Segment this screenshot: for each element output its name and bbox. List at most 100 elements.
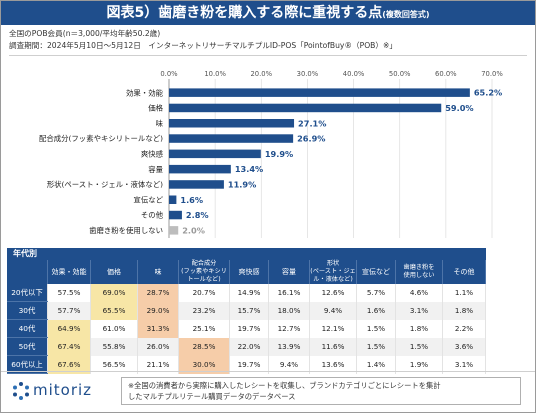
table-cell: 14.9% [229, 284, 269, 302]
table-cell: 9.4% [309, 301, 357, 320]
table-cell: 1.6% [356, 301, 396, 320]
table-header-cell: 効果・効能 [47, 260, 91, 284]
category-label: 効果・効能 [126, 88, 164, 97]
table-cell: 29.0% [137, 301, 179, 320]
data-label: 2.8% [186, 210, 209, 220]
table-cell: 55.8% [90, 337, 138, 356]
table-header-blank [7, 260, 48, 284]
bar [169, 180, 224, 189]
table-header-cell: 容量 [268, 260, 310, 284]
category-label: 歯磨き粉を使用しない [89, 226, 163, 235]
table-cell: 15.7% [229, 301, 269, 320]
footnote-line-2: したマルチプルリテール購買データのデータベース [128, 392, 296, 401]
table-cell: 67.4% [47, 337, 91, 356]
category-label: 容量 [148, 165, 163, 174]
table-cell: 19.7% [229, 319, 269, 338]
table-cell: 1.1% [442, 284, 486, 302]
category-label: 形状(ペースト・ジェル・液体など) [47, 180, 163, 189]
row-label: 30代 [7, 301, 48, 320]
data-label: 27.1% [298, 118, 326, 128]
table-cell: 57.7% [47, 301, 91, 320]
table-cell: 16.1% [268, 284, 310, 302]
survey-period: 調査期間：2024年5月10日～5月12日 インターネットリサーチマルチプルID… [9, 41, 397, 50]
table-cell: 18.0% [268, 301, 310, 320]
data-label: 59.0% [445, 103, 473, 113]
data-label: 19.9% [265, 149, 293, 159]
table-cell: 30.0% [178, 355, 230, 374]
figure-header: 図表5）歯磨き粉を購入する際に重視する点(複数回答式) [1, 1, 535, 25]
table-cell: 1.8% [442, 301, 486, 320]
table-header-cell: 宣伝など [356, 260, 396, 284]
logo-dots-icon [13, 382, 29, 400]
category-label: その他 [141, 211, 164, 220]
table-cell: 25.1% [178, 319, 230, 338]
survey-sample: 全国のPOB会員(n＝3,000/平均年齢50.2歳) [9, 29, 161, 38]
table-cell: 64.9% [47, 319, 91, 338]
data-label: 1.6% [180, 195, 203, 205]
table-header-cell: 形状 (ペースト・ジェ ル・液体など) [309, 260, 357, 284]
table-header-cell: 爽快感 [229, 260, 269, 284]
bar [169, 119, 295, 128]
table-cell: 1.8% [395, 319, 443, 338]
footer: mitoriz ※全国の消費者から実際に購入したレシートを収集し、ブランドカテゴ… [1, 371, 535, 412]
table-cell: 1.5% [356, 319, 396, 338]
x-tick-label: 20.0% [250, 70, 272, 78]
category-label: 価格 [148, 104, 163, 113]
figure-subtitle: (複数回答式) [382, 10, 430, 19]
table-header-cell: 価格 [90, 260, 138, 284]
table-cell: 21.1% [137, 355, 179, 374]
table-cell: 61.0% [90, 319, 138, 338]
bar [169, 88, 470, 97]
table-cell: 3.1% [442, 355, 486, 374]
table-row: 30代 57.7% 65.5% 29.0% 23.2% 15.7% 18.0% 9.4% 1.6… [7, 301, 486, 320]
table-cell: 13.6% [309, 355, 357, 374]
table-cell: 1.5% [356, 337, 396, 356]
table-cell: 65.5% [90, 301, 138, 320]
x-tick-label: 30.0% [297, 70, 319, 78]
row-label: 50代 [7, 337, 48, 356]
x-tick-label: 10.0% [204, 70, 226, 78]
table-cell: 26.0% [137, 337, 179, 356]
row-label: 60代以上 [7, 355, 48, 374]
bar [169, 164, 231, 174]
footnote: ※全国の消費者から実際に購入したレシートを収集し、ブランドカテゴリごとにレシート… [121, 377, 521, 405]
table-cell: 28.5% [178, 337, 230, 356]
x-tick-label: 50.0% [389, 70, 411, 78]
table-cell: 69.0% [90, 284, 138, 302]
footnote-line-1: ※全国の消費者から実際に購入したレシートを収集し、ブランドカテゴリごとにレシート… [128, 381, 441, 390]
table-cell: 22.0% [229, 337, 269, 356]
x-tick-label: 40.0% [343, 70, 365, 78]
table-cell: 67.6% [47, 355, 91, 374]
table-cell: 20.7% [178, 284, 230, 302]
table-cell: 2.2% [442, 319, 486, 338]
figure-title: 図表5）歯磨き粉を購入する際に重視する点 [106, 5, 383, 21]
table-cell: 56.5% [90, 355, 138, 374]
x-tick-label: 70.0% [481, 70, 503, 78]
table-cell: 1.9% [395, 355, 443, 374]
category-label: 味 [156, 119, 164, 128]
table-cell: 1.5% [395, 337, 443, 356]
table-cell: 28.7% [137, 284, 179, 302]
bar [169, 226, 179, 235]
table-cell: 9.4% [268, 355, 310, 374]
data-label: 26.9% [297, 134, 325, 144]
bar-chart: 0.0% 10.0% 20.0% 30.0% 40.0% 50.0% 60.0% 70.0% 効… [39, 70, 503, 238]
mitoriz-logo: mitoriz [13, 381, 92, 400]
table-row: 40代 64.9% 61.0% 31.3% 25.1% 19.7% 12.7% 12.1% 1.… [7, 319, 486, 338]
x-tick-label: 60.0% [435, 70, 457, 78]
table-cell: 3.1% [395, 301, 443, 320]
survey-meta: 全国のPOB会員(n＝3,000/平均年齢50.2歳) 調査期間：2024年5月… [9, 28, 397, 52]
table-corner-label: 年代別 [7, 248, 486, 260]
table-cell: 3.6% [442, 337, 486, 356]
category-label: 宣伝など [133, 195, 163, 204]
bar [169, 149, 261, 159]
data-label: 2.0% [182, 225, 205, 235]
bar [169, 103, 442, 113]
table-header-cell: 配合成分 (フッ素やキシリ トールなど) [178, 260, 230, 284]
table-cell: 19.7% [229, 355, 269, 374]
table-cell: 4.6% [395, 284, 443, 302]
row-label: 20代以下 [7, 284, 48, 302]
table-cell: 12.1% [309, 319, 357, 338]
table-cell: 23.2% [178, 301, 230, 320]
